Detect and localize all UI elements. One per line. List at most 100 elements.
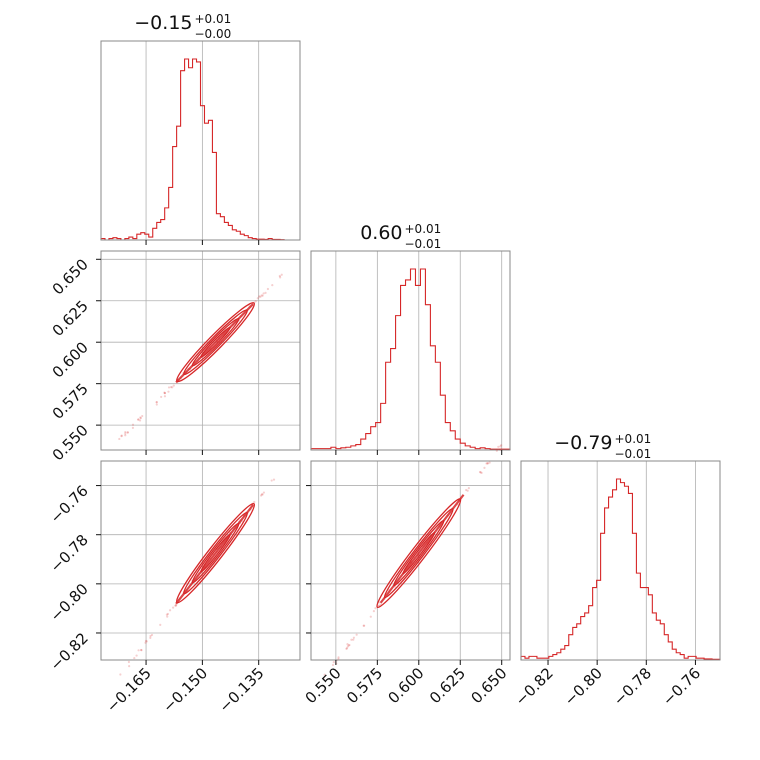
sample-point (486, 462, 489, 465)
sample-point (140, 649, 143, 652)
sample-point (149, 634, 152, 638)
panel-frame (310, 460, 511, 661)
sample-point (163, 391, 166, 394)
panel-title-minus: −0.00 (195, 27, 232, 41)
panel-frame (100, 460, 301, 661)
sample-point (137, 418, 140, 421)
sample-point (140, 648, 143, 652)
x-tick-label: 0.600 (385, 664, 428, 707)
x-tick-label: −0.78 (610, 664, 655, 709)
sample-point (159, 623, 162, 626)
marginal-panel-2: −0.82 −0.80 −0.78 −0.76 −0.79 +0.01−0.01 (512, 432, 721, 709)
sample-point (483, 466, 486, 469)
x-tick-label: 0.550 (302, 664, 345, 707)
sample-point (155, 403, 158, 406)
sample-point (133, 656, 136, 660)
x-tick-label: −0.150 (159, 664, 211, 716)
sample-point (137, 418, 140, 421)
sample-point (254, 300, 257, 303)
sample-point (137, 649, 140, 652)
x-tick-label: −0.165 (103, 664, 155, 716)
sample-point (166, 612, 170, 616)
sample-point (280, 273, 283, 276)
panel-title-minus: −0.01 (405, 237, 442, 251)
y-tick-label: −0.78 (47, 531, 92, 576)
sample-point (466, 489, 469, 492)
sample-point (171, 386, 174, 389)
sample-point (352, 638, 355, 641)
sample-point (260, 493, 264, 496)
sample-point (260, 294, 263, 297)
sample-point (266, 287, 270, 291)
sample-point (485, 462, 488, 465)
sample-point (270, 479, 273, 482)
sample-point (332, 661, 335, 664)
y-tick-label: 0.550 (49, 421, 92, 464)
sample-point (480, 471, 483, 474)
sample-point (350, 638, 353, 641)
sample-point (495, 449, 498, 452)
panel-title-plus: +0.01 (195, 12, 232, 26)
sample-point (479, 471, 482, 474)
sample-point (145, 640, 148, 643)
density-core (175, 303, 254, 384)
panel-title-minus: −0.01 (615, 447, 652, 461)
sample-point (488, 461, 491, 464)
sample-point (253, 500, 256, 504)
sample-point (337, 656, 340, 659)
sample-point (352, 636, 355, 639)
sample-point (172, 384, 175, 387)
sample-point (127, 660, 131, 664)
sample-point (124, 434, 127, 437)
x-tick-label: 0.625 (426, 664, 469, 707)
x-tick-label: 0.650 (467, 664, 510, 707)
sample-point (378, 604, 381, 607)
y-tick-label: −0.82 (47, 629, 92, 674)
y-tick-label: 0.575 (49, 380, 92, 423)
sample-point (347, 644, 350, 647)
panel-title-value: −0.79 (554, 432, 612, 454)
sample-point (144, 639, 148, 643)
sample-point (155, 401, 158, 404)
sample-point (131, 426, 135, 430)
sample-point (120, 435, 123, 438)
panel-title-plus: +0.01 (405, 222, 442, 236)
sample-point (126, 431, 130, 434)
marginal-panel-0: −0.15 +0.01−0.00 (100, 12, 301, 245)
sample-point (118, 437, 121, 441)
sample-point (169, 386, 173, 389)
sample-point (120, 434, 123, 437)
sample-point (119, 673, 122, 676)
sample-point (141, 414, 144, 418)
density-core (175, 504, 254, 605)
y-tick-label: −0.80 (47, 580, 92, 625)
y-tick-label: 0.625 (49, 297, 92, 340)
sample-point (163, 395, 167, 398)
y-tick-label: −0.76 (47, 482, 92, 527)
panel-title-value: −0.15 (134, 12, 192, 34)
sample-point (465, 488, 468, 492)
sample-point (500, 444, 503, 447)
sample-point (256, 297, 259, 300)
sample-point (262, 491, 265, 494)
sample-point (322, 677, 325, 681)
sample-point (144, 641, 147, 644)
sample-point (499, 448, 502, 451)
sample-point (160, 395, 163, 399)
sample-point (163, 392, 166, 395)
sample-point (135, 654, 138, 657)
panel-title-plus: +0.01 (615, 432, 652, 446)
sample-point (362, 624, 365, 627)
sample-point (139, 417, 142, 420)
histogram-step (310, 268, 511, 450)
sample-point (172, 606, 175, 609)
x-tick-label: −0.82 (512, 664, 557, 709)
panel-frame (310, 250, 511, 451)
histogram-step (100, 58, 300, 241)
sample-point (124, 432, 127, 435)
sample-point (355, 633, 358, 636)
sample-point (272, 478, 276, 481)
sample-point (374, 607, 377, 610)
